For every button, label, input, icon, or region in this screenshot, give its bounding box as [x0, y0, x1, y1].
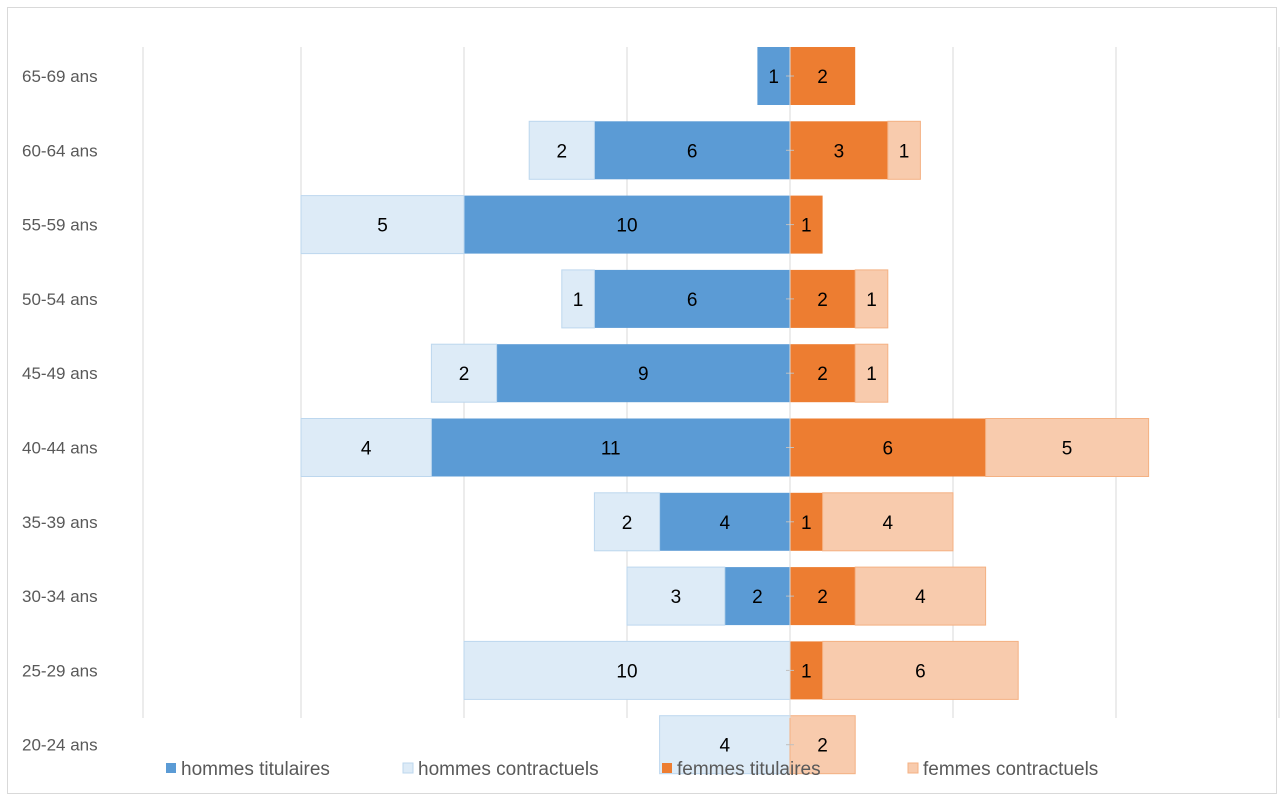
- bar-hommes-titulaires: [464, 195, 790, 254]
- data-label: 4: [720, 513, 731, 534]
- data-label: 2: [557, 141, 568, 162]
- data-label: 6: [687, 290, 698, 311]
- bar-femmes-contractuels: [854, 343, 889, 403]
- legend-label-femmes-titulaires: femmes titulaires: [677, 759, 821, 780]
- bar-femmes-titulaires: [790, 47, 856, 105]
- data-label: 6: [883, 439, 894, 460]
- bar-femmes-contractuels: [822, 492, 954, 552]
- data-label: 4: [915, 587, 926, 608]
- data-label: 4: [720, 736, 731, 757]
- data-label: 3: [671, 587, 682, 608]
- bar-femmes-contractuels: [854, 269, 889, 329]
- data-label: 11: [601, 439, 621, 460]
- legend-swatch-hommes-titulaires: [166, 763, 176, 773]
- bar-femmes-contractuels: [789, 715, 856, 775]
- data-label: 1: [899, 141, 910, 162]
- data-label: 2: [459, 364, 470, 385]
- data-label: 2: [817, 67, 828, 88]
- bar-hommes-titulaires: [496, 344, 790, 403]
- data-label: 2: [817, 736, 828, 757]
- bar-femmes-titulaires: [790, 567, 856, 626]
- legend-swatch-femmes-contractuels: [907, 762, 919, 774]
- bar-femmes-titulaires: [790, 344, 856, 403]
- bar-hommes-contractuels: [626, 566, 726, 626]
- data-label: 6: [915, 661, 926, 682]
- bar-femmes-titulaires: [790, 121, 888, 180]
- data-label: 3: [834, 141, 845, 162]
- legend-label-hommes-titulaires: hommes titulaires: [181, 759, 330, 780]
- bar-hommes-contractuels: [593, 492, 661, 552]
- legend-label-hommes-contractuels: hommes contractuels: [418, 759, 599, 780]
- bar-hommes-titulaires: [431, 418, 790, 477]
- data-label: 1: [866, 290, 877, 311]
- data-label: 9: [638, 364, 649, 385]
- data-label: 1: [801, 216, 812, 237]
- y-tick-label: 60-64 ans: [22, 141, 98, 160]
- data-label: 5: [1062, 439, 1073, 460]
- bar-hommes-titulaires: [594, 121, 790, 180]
- bar-femmes-titulaires: [790, 641, 823, 700]
- data-label: 10: [616, 661, 637, 682]
- bar-hommes-contractuels: [300, 195, 465, 255]
- data-label: 1: [801, 661, 812, 682]
- bar-hommes-titulaires: [594, 269, 790, 328]
- data-label: 1: [768, 67, 779, 88]
- data-label: 2: [817, 290, 828, 311]
- bar-hommes-contractuels: [528, 120, 595, 180]
- y-tick-label: 30-34 ans: [22, 587, 98, 606]
- bar-hommes-contractuels: [561, 269, 595, 329]
- y-tick-label: 45-49 ans: [22, 364, 98, 383]
- bar-femmes-titulaires: [790, 195, 823, 254]
- y-tick-label: 20-24 ans: [22, 736, 98, 755]
- y-tick-label: 50-54 ans: [22, 290, 98, 309]
- data-label: 2: [817, 587, 828, 608]
- bar-hommes-titulaires: [724, 567, 790, 626]
- data-label: 2: [752, 587, 763, 608]
- bar-hommes-contractuels: [300, 418, 432, 477]
- data-label: 1: [801, 513, 812, 534]
- bar-hommes-contractuels: [430, 343, 498, 403]
- bar-femmes-contractuels: [887, 120, 921, 180]
- data-label: 4: [361, 439, 372, 460]
- legend-label-femmes-contractuels: femmes contractuels: [923, 759, 1098, 780]
- bar-hommes-titulaires: [757, 47, 790, 105]
- y-tick-label: 65-69 ans: [22, 67, 98, 86]
- data-label: 6: [687, 141, 698, 162]
- data-label: 1: [573, 290, 584, 311]
- data-label: 2: [817, 364, 828, 385]
- bar-femmes-titulaires: [790, 269, 856, 328]
- bar-hommes-titulaires: [659, 492, 790, 551]
- data-label: 4: [883, 513, 894, 534]
- y-tick-label: 35-39 ans: [22, 513, 98, 532]
- bar-femmes-contractuels: [822, 640, 1019, 700]
- y-tick-label: 25-29 ans: [22, 661, 98, 680]
- bar-femmes-titulaires: [790, 492, 823, 551]
- bar-femmes-titulaires: [790, 418, 986, 477]
- y-tick-label: 40-44 ans: [22, 439, 98, 458]
- legend-swatch-femmes-titulaires: [662, 763, 672, 773]
- data-label: 2: [622, 513, 633, 534]
- bar-femmes-contractuels: [854, 566, 987, 626]
- y-tick-label: 55-59 ans: [22, 216, 98, 235]
- legend-swatch-hommes-contractuels: [402, 762, 414, 774]
- data-label: 5: [377, 216, 388, 237]
- bar-hommes-contractuels: [463, 640, 791, 700]
- data-label: 1: [866, 364, 877, 385]
- data-label: 10: [616, 216, 637, 237]
- bar-femmes-contractuels: [985, 418, 1150, 477]
